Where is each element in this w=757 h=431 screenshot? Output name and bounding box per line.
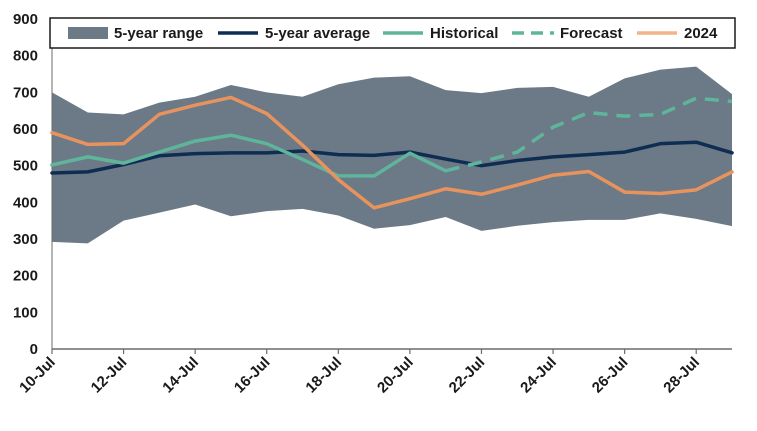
- x-tick-label: 24-Jul: [517, 354, 560, 397]
- x-tick-label: 12-Jul: [88, 354, 131, 397]
- series-layer: [50, 95, 734, 210]
- legend-item-range: 5-year range: [68, 25, 203, 42]
- axes: [51, 19, 732, 350]
- y-axis-ticks: 0 100 200 300 400 500 600 700 800 900: [13, 11, 38, 358]
- y-tick-label: 400: [13, 194, 38, 211]
- y-tick-label: 300: [13, 231, 38, 248]
- x-tick-label: 22-Jul: [446, 354, 489, 397]
- legend: 5-year range 5-year average Historical F…: [49, 17, 736, 49]
- x-axis-ticks: 10-Jul 12-Jul 14-Jul 16-Jul 18-Jul 20-Jul 22-J…: [16, 349, 703, 396]
- y-tick-label: 100: [13, 304, 38, 321]
- legend-label-average: 5-year average: [265, 25, 370, 42]
- legend-item-2024: 2024: [637, 25, 718, 42]
- y-tick-label: 700: [13, 84, 38, 101]
- x-tick-label: 16-Jul: [231, 354, 274, 397]
- legend-label-range: 5-year range: [114, 25, 203, 42]
- x-tick-label: 26-Jul: [589, 354, 632, 397]
- legend-swatch-range: [68, 27, 108, 39]
- legend-label-2024: 2024: [684, 25, 718, 42]
- legend-item-forecast: Forecast: [512, 25, 623, 42]
- x-tick-label: 10-Jul: [16, 354, 59, 397]
- series-line-forecast: [445, 96, 733, 173]
- legend-label-historical: Historical: [430, 25, 498, 42]
- x-tick-label: 18-Jul: [302, 354, 345, 397]
- y-tick-label: 200: [13, 268, 38, 285]
- x-tick-label: 14-Jul: [159, 354, 202, 397]
- y-tick-label: 0: [30, 341, 38, 358]
- series-line-average: [50, 140, 734, 175]
- legend-label-forecast: Forecast: [560, 25, 623, 42]
- y-tick-label: 500: [13, 158, 38, 175]
- y-tick-label: 900: [13, 11, 38, 28]
- y-tick-label: 800: [13, 48, 38, 65]
- series-line-historical: [50, 133, 448, 178]
- legend-item-historical: Historical: [383, 25, 498, 42]
- y-tick-label: 600: [13, 121, 38, 138]
- series-line-2024: [50, 95, 734, 210]
- x-tick-label: 20-Jul: [374, 354, 417, 397]
- legend-item-average: 5-year average: [218, 25, 370, 42]
- x-tick-label: 28-Jul: [660, 354, 703, 397]
